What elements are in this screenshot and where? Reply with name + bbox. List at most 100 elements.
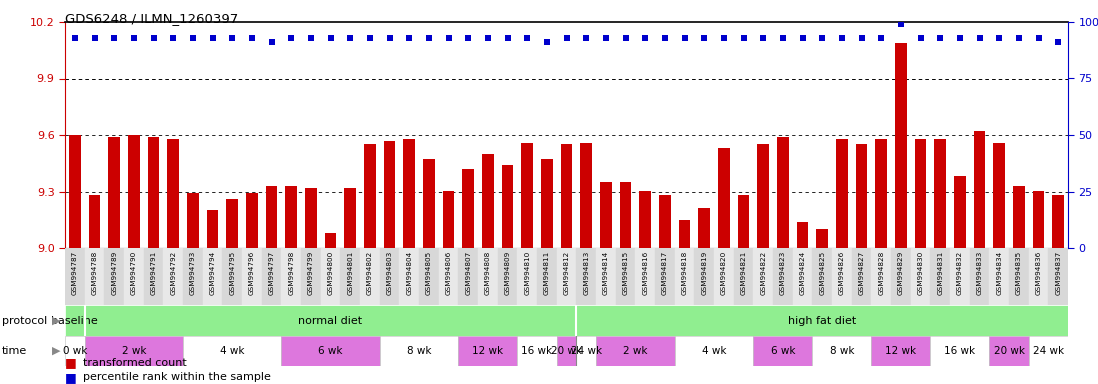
Point xyxy=(617,35,635,41)
Text: GSM994818: GSM994818 xyxy=(682,251,687,295)
Bar xyxy=(345,188,356,248)
Bar xyxy=(380,248,400,305)
Bar xyxy=(639,192,651,248)
Text: GSM994823: GSM994823 xyxy=(780,251,786,295)
Bar xyxy=(659,195,671,248)
Text: ■: ■ xyxy=(65,356,77,369)
Text: 16 wk: 16 wk xyxy=(944,346,975,356)
Bar xyxy=(85,336,183,366)
Text: GSM994833: GSM994833 xyxy=(976,251,983,295)
Bar xyxy=(832,248,852,305)
Point xyxy=(892,21,909,27)
Point xyxy=(262,39,280,45)
Text: ▶: ▶ xyxy=(52,346,60,356)
Point xyxy=(754,35,772,41)
Bar xyxy=(104,248,124,305)
Bar xyxy=(930,336,989,366)
Text: ■: ■ xyxy=(65,371,77,384)
Bar xyxy=(777,137,788,248)
Point xyxy=(322,35,339,41)
Point xyxy=(911,35,929,41)
Bar xyxy=(596,336,674,366)
Bar xyxy=(1013,186,1024,248)
Bar xyxy=(167,139,179,248)
Bar xyxy=(281,248,301,305)
Bar xyxy=(1052,195,1064,248)
Bar xyxy=(226,199,238,248)
Text: GSM994829: GSM994829 xyxy=(898,251,904,295)
Bar xyxy=(89,195,100,248)
Bar xyxy=(400,248,419,305)
Point xyxy=(637,35,654,41)
Point xyxy=(715,35,732,41)
Text: GSM994822: GSM994822 xyxy=(760,251,766,295)
Text: GSM994791: GSM994791 xyxy=(150,251,157,295)
Bar xyxy=(242,248,261,305)
Point xyxy=(86,35,103,41)
Bar xyxy=(124,248,144,305)
Text: GSM994811: GSM994811 xyxy=(544,251,550,295)
Bar xyxy=(1009,248,1029,305)
Bar xyxy=(222,248,242,305)
Bar xyxy=(439,248,458,305)
Bar xyxy=(65,248,85,305)
Bar xyxy=(600,182,612,248)
Text: 2 wk: 2 wk xyxy=(122,346,146,356)
Text: baseline: baseline xyxy=(52,316,98,326)
Bar xyxy=(147,137,159,248)
Bar xyxy=(813,248,832,305)
Point xyxy=(66,35,83,41)
Point xyxy=(145,35,163,41)
Point xyxy=(971,35,988,41)
Bar xyxy=(128,135,139,248)
Bar xyxy=(813,336,872,366)
Text: GSM994792: GSM994792 xyxy=(170,251,176,295)
Bar xyxy=(930,248,950,305)
Text: GSM994834: GSM994834 xyxy=(996,251,1002,295)
Bar xyxy=(517,336,557,366)
Text: GSM994806: GSM994806 xyxy=(446,251,451,295)
Bar xyxy=(164,248,183,305)
Text: GSM994804: GSM994804 xyxy=(406,251,412,295)
Point xyxy=(1030,35,1047,41)
Text: GSM994831: GSM994831 xyxy=(938,251,943,295)
Text: GSM994837: GSM994837 xyxy=(1055,251,1061,295)
Bar xyxy=(636,248,656,305)
Text: GSM994820: GSM994820 xyxy=(720,251,727,295)
Bar xyxy=(403,139,415,248)
Bar xyxy=(576,336,596,366)
Text: GSM994796: GSM994796 xyxy=(249,251,255,295)
Bar xyxy=(423,159,435,248)
Text: GSM994812: GSM994812 xyxy=(563,251,570,295)
Point xyxy=(204,35,222,41)
Point xyxy=(243,35,260,41)
Text: 20 wk: 20 wk xyxy=(551,346,582,356)
Point xyxy=(479,35,496,41)
Point xyxy=(774,35,792,41)
Point xyxy=(814,35,831,41)
Bar xyxy=(872,248,890,305)
Text: GSM994808: GSM994808 xyxy=(485,251,491,295)
Bar xyxy=(541,159,552,248)
Bar xyxy=(576,248,596,305)
Bar xyxy=(183,248,203,305)
Point xyxy=(282,35,300,41)
Bar xyxy=(576,305,1068,336)
Bar xyxy=(85,248,104,305)
Bar xyxy=(363,144,376,248)
Point xyxy=(341,35,359,41)
Bar xyxy=(1032,192,1044,248)
Bar xyxy=(816,229,828,248)
Bar xyxy=(419,248,439,305)
Bar xyxy=(836,139,848,248)
Bar xyxy=(321,248,340,305)
Bar xyxy=(934,139,946,248)
Bar xyxy=(753,248,773,305)
Bar xyxy=(65,336,85,366)
Point xyxy=(794,35,811,41)
Bar xyxy=(497,248,517,305)
Bar xyxy=(206,210,219,248)
Point xyxy=(105,35,123,41)
Bar xyxy=(852,248,872,305)
Bar xyxy=(305,188,316,248)
